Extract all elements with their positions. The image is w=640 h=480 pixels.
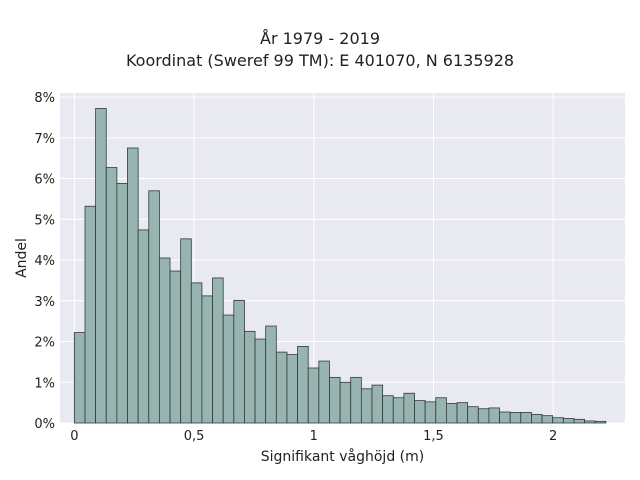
y-tick-label: 6% [34,173,55,188]
histogram-bar [318,360,330,424]
histogram-bar [531,414,543,424]
histogram-bar [286,354,298,424]
histogram-bar [148,190,160,424]
histogram-bar [573,418,585,424]
histogram-bar [190,282,203,424]
histogram-bar [552,417,564,424]
histogram-bar [520,412,532,424]
x-tick-label: 0,5 [184,429,205,444]
histogram-bar [541,415,554,424]
histogram-bar [127,147,139,424]
histogram-bar [435,397,447,424]
y-tick-label: 8% [34,91,55,106]
histogram-bar [180,238,192,424]
histogram-bar [307,367,320,424]
chart-title: År 1979 - 2019 [260,29,380,48]
histogram-bar [265,325,277,424]
histogram-bar [169,270,182,424]
histogram-bar [105,167,118,424]
x-tick-label: 2 [549,429,557,444]
y-tick-label: 7% [34,132,55,147]
histogram-bar [446,403,458,424]
histogram-bar [562,418,575,424]
histogram-bar [488,407,500,424]
histogram-bar [244,330,256,424]
histogram-bar [201,295,213,424]
histogram-bar [382,395,394,424]
histogram-bar [212,277,224,424]
y-tick-label: 4% [34,254,55,269]
histogram-bar [477,408,490,424]
y-tick-labels: 0% 1% 2% 3% 4% 5% 6% 7% 8% [34,91,55,432]
histogram-bar [424,401,437,424]
y-tick-label: 5% [34,213,55,228]
histogram-bar [350,376,362,424]
histogram-bar [84,205,97,424]
histogram-bar [95,108,107,424]
histogram-bar [297,346,309,424]
histogram-bar [456,402,469,424]
x-tick-label: 1 [310,429,318,444]
x-axis-label: Signifikant våghöjd (m) [261,448,424,465]
histogram-bar [414,400,426,424]
histogram-bar [222,314,235,424]
histogram-bar [584,420,596,424]
x-tick-label: 0 [70,429,78,444]
histogram-bar [159,257,171,424]
histogram-bar [467,406,479,424]
bars [73,108,607,424]
histogram-bar [73,332,86,424]
y-tick-label: 2% [34,336,55,351]
histogram-bar [392,397,405,424]
histogram-bar [329,376,341,424]
chart-subtitle: Koordinat (Sweref 99 TM): E 401070, N 61… [125,51,515,70]
histogram-bar [360,388,373,424]
histogram-bar [594,420,607,424]
histogram-bar [339,381,352,424]
y-tick-label: 1% [34,376,55,391]
histogram-bar [509,412,522,424]
histogram-bar [137,229,150,424]
x-tick-labels: 0 0,5 1 1,5 2 [70,429,557,444]
y-axis-label: Andel [14,238,30,278]
histogram-bar [116,183,128,424]
y-tick-label: 3% [34,295,55,310]
y-tick-label: 0% [34,417,55,432]
histogram-bar [275,351,288,424]
histogram-bar [403,392,415,424]
x-tick-label: 1,5 [423,429,444,444]
histogram-bar [371,384,384,424]
histogram-bar [499,411,511,424]
histogram-bar [233,299,245,424]
histogram-bar [254,338,267,424]
